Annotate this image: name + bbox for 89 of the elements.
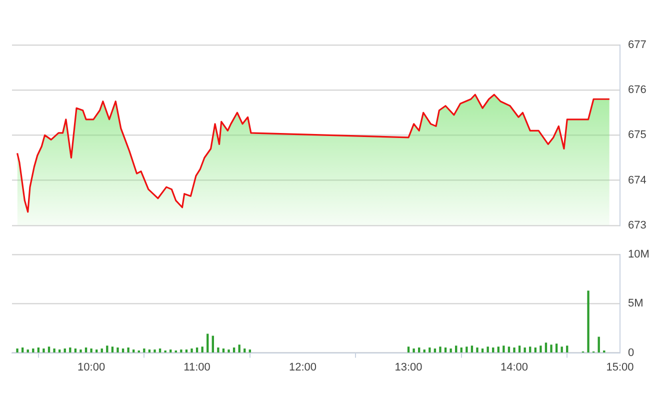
bar xyxy=(74,348,77,353)
bar xyxy=(206,334,209,353)
bar xyxy=(444,348,447,353)
bar xyxy=(143,348,146,353)
bar xyxy=(48,346,50,353)
x-tick-label: 14:00 xyxy=(500,361,528,374)
bar xyxy=(212,336,214,353)
y-tick-label: 0 xyxy=(628,346,634,359)
bar xyxy=(58,350,61,353)
bar xyxy=(450,348,452,353)
y-tick-label: 675 xyxy=(628,129,646,142)
bar xyxy=(407,346,410,353)
bar xyxy=(428,348,431,353)
bar xyxy=(248,350,251,353)
bar xyxy=(550,344,552,353)
bar xyxy=(486,346,489,353)
bar xyxy=(560,346,563,353)
bar xyxy=(53,348,56,353)
bar xyxy=(122,348,124,353)
bar xyxy=(518,346,521,353)
bar xyxy=(16,348,18,353)
bar xyxy=(228,350,230,353)
bar xyxy=(217,348,220,353)
bar xyxy=(412,348,415,353)
bar xyxy=(96,350,98,353)
bar xyxy=(21,348,24,353)
bar xyxy=(481,348,484,353)
y-tick-label: 674 xyxy=(628,174,646,186)
bar xyxy=(111,346,114,353)
bar xyxy=(190,348,193,353)
bar xyxy=(244,348,246,353)
y-tick-label: 10M xyxy=(628,248,650,261)
bar xyxy=(148,350,151,353)
bar xyxy=(42,348,45,353)
bar xyxy=(154,350,156,353)
bar xyxy=(185,350,188,353)
bar xyxy=(64,348,66,353)
bar xyxy=(84,348,88,353)
bar xyxy=(32,348,34,353)
x-tick-label: 15:00 xyxy=(606,361,634,374)
bar xyxy=(100,348,103,353)
bar xyxy=(201,346,204,353)
bar xyxy=(238,344,240,353)
y-tick-label: 673 xyxy=(628,219,646,232)
bar xyxy=(127,348,130,353)
bar xyxy=(455,346,458,353)
bar xyxy=(460,348,462,353)
bar xyxy=(502,346,505,353)
bar xyxy=(466,346,468,353)
y-tick-label: 677 xyxy=(628,39,646,52)
bar xyxy=(418,348,420,353)
bar xyxy=(476,348,478,353)
bar xyxy=(106,346,108,353)
bar xyxy=(423,350,426,353)
bar xyxy=(80,350,82,353)
y-tick-label: 676 xyxy=(628,84,646,96)
x-tick-label: 12:00 xyxy=(289,361,317,374)
bar xyxy=(232,348,236,353)
bar xyxy=(26,350,29,353)
bar xyxy=(158,348,162,353)
bar xyxy=(587,290,590,353)
bar xyxy=(90,348,92,353)
x-tick-label: 13:00 xyxy=(394,361,422,374)
bar xyxy=(470,346,474,353)
bar xyxy=(540,346,542,353)
bar xyxy=(524,348,526,353)
x-tick-label: 10:00 xyxy=(78,361,106,374)
bar xyxy=(439,346,442,353)
bar xyxy=(513,348,516,353)
bar xyxy=(598,336,600,353)
bar xyxy=(222,348,225,353)
bar xyxy=(69,348,72,353)
bar xyxy=(37,348,40,353)
bar xyxy=(132,350,135,353)
bar xyxy=(508,346,510,353)
bar xyxy=(529,346,532,353)
bar xyxy=(544,342,548,353)
bar xyxy=(196,348,198,353)
x-tick-label: 11:00 xyxy=(184,361,210,374)
y-tick-label: 5M xyxy=(628,298,644,310)
bar xyxy=(566,346,568,353)
bar xyxy=(497,346,500,353)
bar xyxy=(534,348,536,353)
bar xyxy=(434,348,436,353)
bar xyxy=(555,344,558,353)
bar xyxy=(170,350,172,353)
bar xyxy=(492,348,494,353)
bar xyxy=(180,350,182,353)
bar xyxy=(116,348,119,353)
